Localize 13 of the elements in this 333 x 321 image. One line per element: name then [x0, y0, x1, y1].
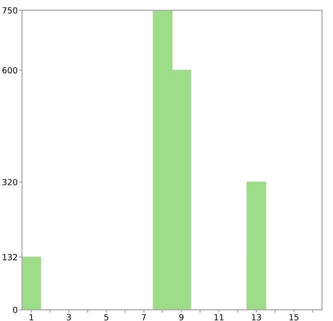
x-tick-label: 3	[66, 314, 71, 320]
y-tick-label: 750	[2, 7, 18, 14]
x-tick-label: 5	[104, 314, 108, 320]
y-tick-label: 600	[2, 67, 18, 74]
x-tick-label: 11	[214, 314, 224, 320]
y-tick-label: 320	[2, 178, 18, 186]
x-tick-label: 7	[142, 314, 146, 320]
x-tick-label: 15	[289, 314, 298, 320]
x-tick-label: 1	[30, 314, 34, 320]
x-tick-label: 9	[179, 314, 184, 320]
y-tick-label: 0	[13, 306, 18, 314]
y-tick-label: 132	[2, 254, 17, 260]
x-tick-label: 13	[252, 314, 262, 320]
